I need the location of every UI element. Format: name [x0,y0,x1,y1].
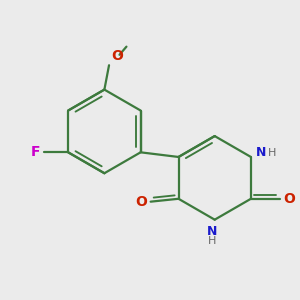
Text: H: H [268,148,277,158]
Text: H: H [208,236,217,246]
Text: O: O [111,49,123,63]
Text: N: N [256,146,266,159]
Text: O: O [135,195,147,209]
Text: O: O [284,192,295,206]
Text: F: F [31,145,40,159]
Text: N: N [207,226,218,238]
